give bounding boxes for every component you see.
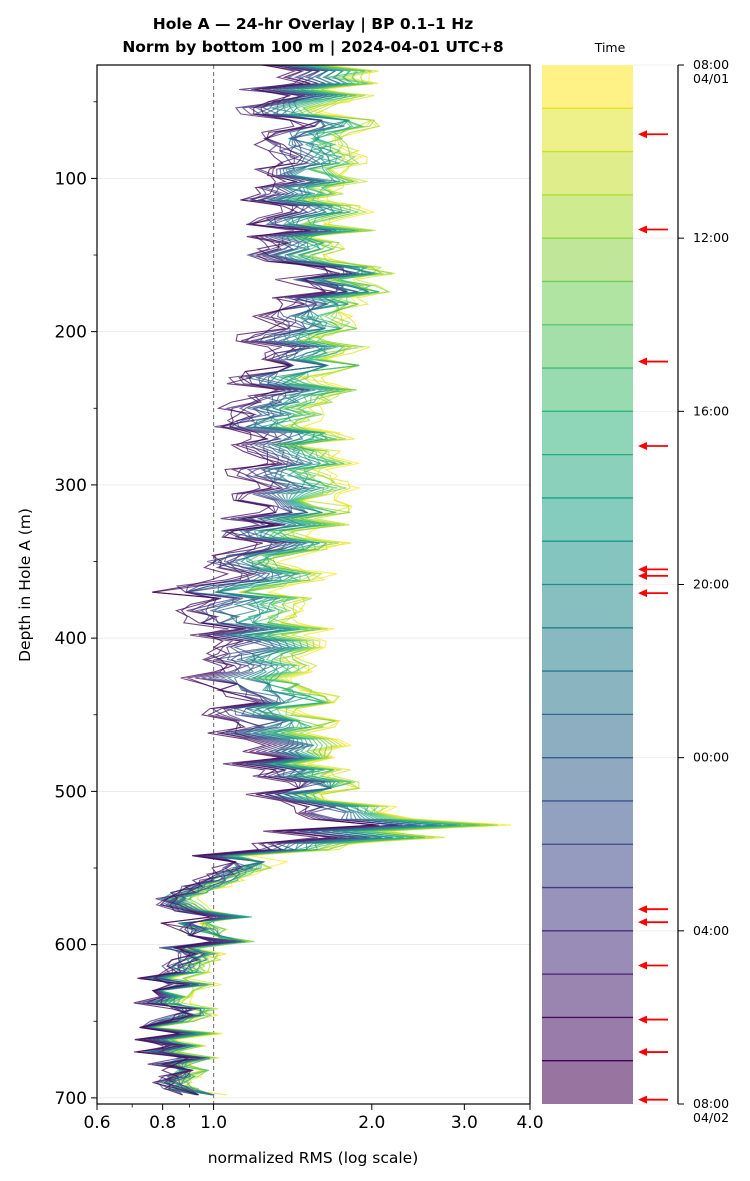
series-line-hour-20 — [140, 64, 403, 1096]
time-axis: 08:00 04/01 12:00 16:00 20:00 00:00 04:00 08:00… — [678, 57, 729, 1125]
colorbar-segment — [542, 714, 633, 758]
colorbar-segment — [542, 1017, 633, 1061]
colorbar-segment — [542, 65, 633, 109]
series-line-hour-18 — [137, 64, 396, 1096]
time-tick-label: 08:00 04/02 — [693, 1096, 729, 1125]
x-tick-label: 3.0 — [451, 1113, 478, 1133]
event-arrow-head — [638, 918, 647, 927]
event-arrow-head — [638, 571, 647, 580]
event-arrow-head — [638, 961, 647, 970]
time-tick-label: 20:00 — [693, 577, 729, 592]
colorbar-segment — [542, 671, 633, 715]
chart-subtitle: Norm by bottom 100 m | 2024-04-01 UTC+8 — [122, 38, 503, 57]
colorbar-segment — [542, 887, 633, 931]
colorbar-segment — [542, 757, 633, 801]
y-tick-label: 100 — [55, 169, 87, 189]
colorbar-segment — [542, 411, 633, 455]
y-tick-label: 600 — [55, 936, 87, 956]
colorbar-segment — [542, 108, 633, 152]
y-tick-label: 200 — [55, 323, 87, 343]
y-tick-label: 500 — [55, 782, 87, 802]
time-tick-label: 12:00 — [693, 230, 729, 245]
colorbar-segment — [542, 974, 633, 1018]
time-tick-label: 16:00 — [693, 403, 729, 418]
plot-area: 0.6 0.8 1.0 2.0 3.0 4.0 100 200 300 400 500 600 700 — [55, 64, 544, 1133]
colorbar-segment — [542, 368, 633, 412]
y-tick-label: 400 — [55, 629, 87, 649]
event-arrow-head — [638, 565, 647, 574]
colorbar-segment — [542, 930, 633, 975]
time-tick-label: 04:00 — [693, 923, 729, 938]
x-tick-label: 4.0 — [516, 1113, 543, 1133]
series-group — [133, 64, 512, 1096]
series-line-hour-15 — [139, 64, 417, 1096]
colorbar-segment — [542, 454, 633, 498]
event-arrow-head — [638, 1015, 647, 1024]
colorbar-label: Time — [594, 40, 626, 55]
x-tick-label: 0.8 — [149, 1113, 176, 1133]
event-arrow-head — [638, 1095, 647, 1104]
x-tick-label: 2.0 — [358, 1113, 385, 1133]
series-line-hour-10 — [147, 64, 461, 1096]
series-line-hour-13 — [144, 64, 442, 1096]
colorbar-segment — [542, 627, 633, 672]
colorbar-segment — [542, 1060, 633, 1104]
event-arrow-head — [638, 225, 647, 234]
colorbar-segment — [542, 497, 633, 542]
chart-title: Hole A — 24-hr Overlay | BP 0.1–1 Hz — [153, 15, 473, 34]
event-arrow-head — [638, 441, 647, 450]
colorbar-segment — [542, 238, 633, 282]
y-axis: 100 200 300 400 500 600 700 — [55, 101, 97, 1109]
event-arrow-head — [638, 1048, 647, 1057]
time-colorbar: Time 08:00 04/01 12:00 16:00 20:00 00:00 04:00… — [542, 40, 729, 1125]
event-arrows — [638, 130, 668, 1104]
y-axis-label: Depth in Hole A (m) — [16, 508, 34, 662]
colorbar-segment — [542, 541, 633, 585]
colorbar-segment — [542, 584, 633, 628]
x-tick-label: 1.0 — [200, 1113, 227, 1133]
x-axis: 0.6 0.8 1.0 2.0 3.0 4.0 — [83, 1104, 544, 1133]
plot-frame — [96, 64, 531, 1105]
event-arrow-head — [638, 905, 647, 914]
colorbar-segments — [542, 64, 678, 1105]
event-arrow-head — [638, 357, 647, 366]
colorbar-segment — [542, 281, 633, 325]
y-tick-label: 700 — [55, 1089, 87, 1109]
colorbar-segment — [542, 800, 633, 845]
colorbar-segment — [542, 844, 633, 888]
series-line-hour-8 — [149, 64, 453, 1096]
colorbar-segment — [542, 194, 633, 239]
series-line-hour-23 — [133, 64, 380, 1096]
event-arrow-head — [638, 130, 647, 139]
x-axis-label: normalized RMS (log scale) — [208, 1149, 419, 1167]
time-tick-label: 00:00 — [693, 750, 729, 765]
colorbar-segment — [542, 324, 633, 369]
time-tick-label: 08:00 04/01 — [693, 57, 729, 86]
series-line-hour-12 — [144, 64, 438, 1096]
y-tick-label: 300 — [55, 476, 87, 496]
x-tick-label: 0.6 — [83, 1113, 110, 1133]
colorbar-segment — [542, 151, 633, 195]
event-arrow-head — [638, 589, 647, 598]
